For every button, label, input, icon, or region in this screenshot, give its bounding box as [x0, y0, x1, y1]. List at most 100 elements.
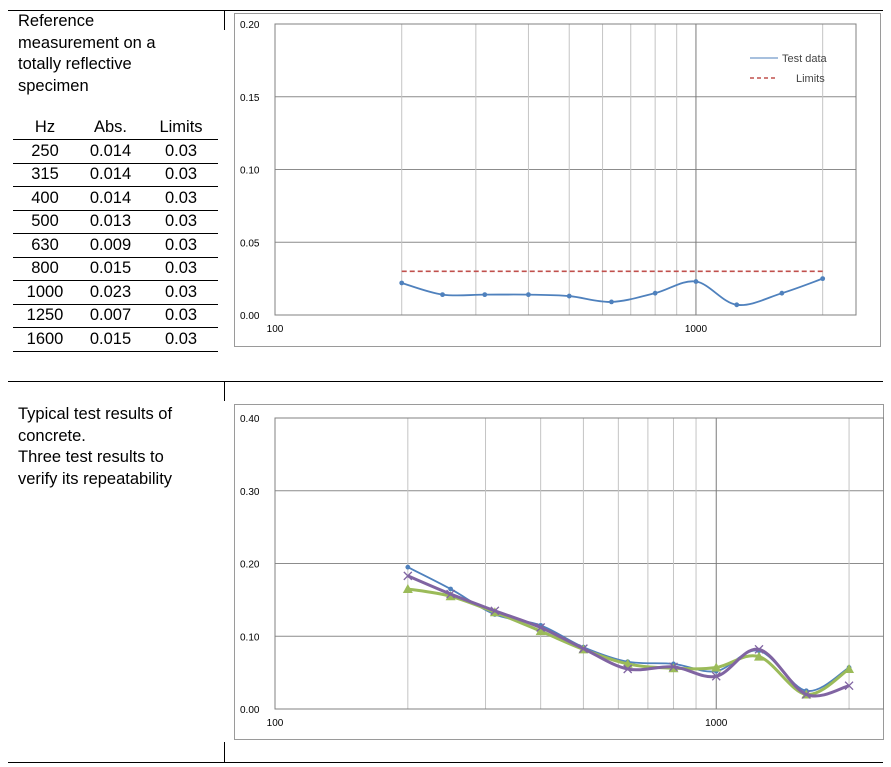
column-divider-bottom	[224, 742, 225, 762]
y-tick-label: 0.20	[240, 560, 260, 571]
data-point	[820, 276, 826, 282]
data-point-triangle	[402, 583, 413, 593]
cell-abs: 0.014	[77, 162, 144, 187]
data-point-x	[844, 681, 854, 691]
cell-limit: 0.03	[144, 186, 218, 210]
reference-table: Hz Abs. Limits 250 0.014 0.03 315 0.014 0.03…	[13, 116, 218, 352]
cell-abs: 0.014	[77, 186, 144, 210]
data-point	[693, 279, 699, 284]
cell-abs: 0.023	[77, 280, 144, 304]
table-row: 250 0.014 0.03	[13, 139, 218, 163]
cell-limit: 0.03	[144, 303, 218, 328]
cell-limit: 0.03	[144, 280, 218, 304]
y-tick-label: 0.40	[240, 414, 260, 425]
data-point-x	[446, 589, 456, 599]
table-header-row: Hz Abs. Limits	[13, 116, 218, 140]
y-tick-label: 0.10	[240, 632, 260, 643]
data-point	[779, 290, 785, 296]
y-tick-label: 0.05	[240, 238, 260, 249]
data-point	[482, 292, 488, 298]
table-row: 630 0.009 0.03	[13, 233, 218, 257]
legend-label: Test data	[782, 53, 828, 65]
data-point	[440, 292, 445, 298]
column-divider-top	[224, 10, 225, 30]
cell-hz: 400	[13, 186, 77, 210]
cell-limit: 0.03	[144, 327, 218, 352]
data-point-triangle	[535, 626, 546, 636]
data-point	[652, 290, 658, 296]
column-divider-middle	[224, 381, 225, 401]
x-tick-label: 1000	[705, 718, 728, 729]
data-point-x	[490, 606, 500, 616]
y-tick-label: 0.00	[240, 311, 260, 322]
cell-hz: 1600	[13, 327, 77, 352]
cell-hz: 630	[13, 233, 77, 257]
header-abs: Abs.	[77, 116, 144, 140]
cell-limit: 0.03	[144, 256, 218, 281]
x-tick-label: 100	[267, 718, 284, 729]
data-point	[526, 292, 531, 298]
cell-hz: 1000	[13, 280, 77, 304]
header-limits: Limits	[144, 116, 218, 140]
legend-label: Limits	[796, 73, 825, 85]
data-point	[405, 564, 411, 570]
data-point-x	[669, 662, 678, 672]
cell-hz: 250	[13, 139, 77, 163]
data-point-x	[403, 571, 413, 581]
data-point-x	[801, 689, 811, 699]
plot-area	[274, 417, 884, 710]
cell-hz: 1250	[13, 303, 77, 328]
data-point-triangle	[753, 651, 764, 661]
concrete-description: Typical test results of concrete. Three …	[18, 405, 173, 488]
x-tick-label: 1000	[685, 324, 708, 335]
chart-area-border	[234, 404, 884, 740]
y-tick-label: 0.20	[240, 20, 260, 31]
cell-abs: 0.007	[77, 303, 144, 328]
y-tick-label: 0.15	[240, 93, 260, 104]
data-point-x	[711, 671, 721, 681]
data-point	[448, 586, 453, 592]
reference-chart: 0.00 0.05 0.10 0.15 0.20 100 1000 Test data Limi…	[234, 13, 881, 347]
concrete-chart: 0.00 0.10 0.20 0.30 0.40 100 1000	[234, 404, 884, 740]
cell-limit: 0.03	[144, 162, 218, 187]
table-row: 1600 0.015 0.03	[13, 327, 218, 352]
data-point-triangle	[711, 662, 722, 672]
y-tick-label: 0.10	[240, 166, 260, 177]
table-row: 1000 0.023 0.03	[13, 280, 218, 304]
cell-abs: 0.013	[77, 209, 144, 234]
top-rule	[8, 10, 883, 11]
data-point-x	[623, 664, 633, 674]
cell-hz: 500	[13, 209, 77, 234]
bottom-rule	[8, 762, 883, 763]
x-tick-label: 100	[267, 324, 284, 335]
table-row: 800 0.015 0.03	[13, 256, 218, 281]
reference-description: Reference measurement on a totally refle…	[18, 12, 156, 95]
data-point	[734, 302, 740, 308]
data-point	[399, 280, 405, 286]
data-point-x	[578, 644, 588, 654]
data-point-triangle	[844, 663, 855, 673]
y-tick-label: 0.30	[240, 487, 260, 498]
data-point-x	[754, 644, 764, 654]
cell-limit: 0.03	[144, 233, 218, 257]
cell-abs: 0.009	[77, 233, 144, 257]
cell-abs: 0.015	[77, 327, 144, 352]
data-point	[609, 299, 614, 305]
plot-area	[274, 23, 857, 316]
data-point-x	[536, 623, 546, 632]
cell-limit: 0.03	[144, 209, 218, 234]
data-point-triangle	[445, 591, 456, 601]
cell-abs: 0.014	[77, 139, 144, 163]
table-row: 1250 0.007 0.03	[13, 303, 218, 328]
cell-abs: 0.015	[77, 256, 144, 281]
table-row: 315 0.014 0.03	[13, 162, 218, 187]
chart-area-border	[234, 13, 881, 347]
data-point	[566, 293, 572, 299]
table-row: 400 0.014 0.03	[13, 186, 218, 210]
cell-hz: 315	[13, 162, 77, 187]
header-hz: Hz	[13, 116, 77, 140]
table-row: 500 0.013 0.03	[13, 209, 218, 234]
section-divider	[8, 381, 883, 382]
cell-limit: 0.03	[144, 139, 218, 163]
cell-hz: 800	[13, 256, 77, 281]
